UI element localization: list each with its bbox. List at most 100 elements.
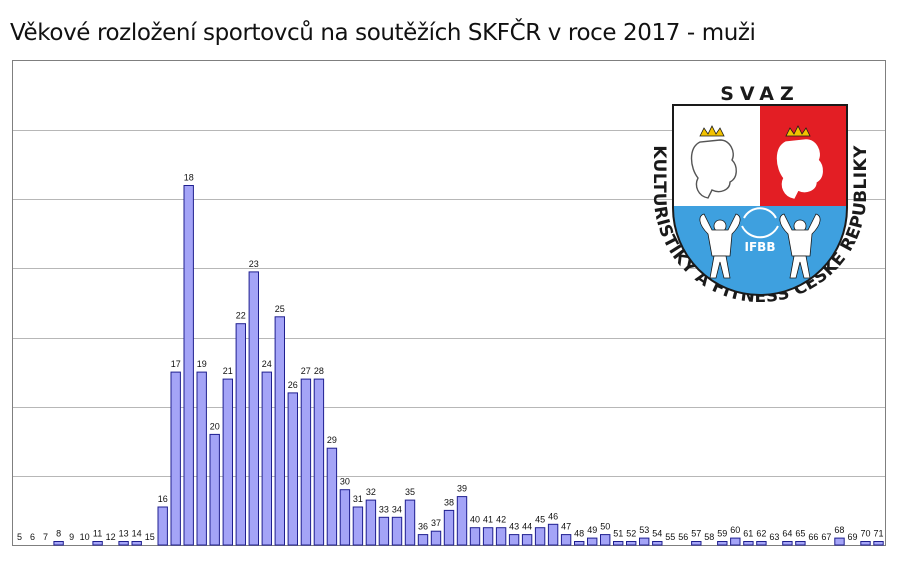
bar-28 [313,378,325,546]
bar-49 [587,537,598,546]
data-label-57: 57 [691,529,701,539]
data-label-59: 59 [717,529,727,539]
data-label-45: 45 [535,515,545,525]
bar-30 [339,489,351,546]
bar-16 [157,506,168,546]
data-label-35: 35 [405,487,415,497]
data-label-34: 34 [392,504,402,514]
data-label-18: 18 [184,173,194,183]
logo-top-text: SVAZ [720,83,800,105]
data-label-53: 53 [639,525,649,535]
data-label-10: 10 [80,532,90,542]
bar-25 [274,316,286,546]
bar-23 [248,271,260,546]
data-label-13: 13 [119,529,129,539]
data-label-14: 14 [132,529,142,539]
data-label-60: 60 [730,525,740,535]
skfcr-logo: SVAZ KULTURISTIKY A FITNESS ČESKÉ REPUBL… [649,83,871,307]
lion-crest-icon [690,125,823,199]
bar-33 [378,516,390,546]
data-label-21: 21 [223,366,233,376]
data-label-5: 5 [17,532,22,542]
bar-21 [222,378,234,546]
bar-13 [118,541,129,546]
data-label-52: 52 [626,529,636,539]
data-label-24: 24 [262,359,272,369]
bar-44 [521,534,533,546]
bar-62 [756,541,767,546]
data-label-66: 66 [808,532,818,542]
bar-29 [326,447,338,546]
data-label-6: 6 [30,532,35,542]
data-label-22: 22 [236,311,246,321]
bar-61 [743,541,754,546]
data-label-16: 16 [158,494,168,504]
data-label-71: 71 [873,529,883,539]
bar-71 [873,541,884,546]
data-label-62: 62 [756,529,766,539]
data-label-46: 46 [548,511,558,521]
bar-20 [209,433,220,546]
bar-17 [170,371,181,546]
bar-65 [795,541,806,546]
data-label-70: 70 [860,529,870,539]
logo-badge-text: IFBB [745,240,776,254]
data-label-56: 56 [678,532,688,542]
data-label-69: 69 [847,532,857,542]
bar-38 [443,509,455,546]
laurel-wreath-icon [741,207,779,239]
data-label-67: 67 [821,532,831,542]
bar-42 [495,527,507,546]
bar-35 [404,499,416,546]
data-label-54: 54 [652,529,662,539]
data-label-43: 43 [509,522,519,532]
data-labels: 5 6 7 8 9 10 11 12 13 14 1516171819202122232425262… [17,173,884,543]
data-label-30: 30 [340,477,350,487]
data-label-38: 38 [444,497,454,507]
bar-48 [574,541,585,546]
bar-24 [261,371,273,546]
data-label-37: 37 [431,518,441,528]
bodybuilders-icon [699,213,821,279]
bar-64 [782,541,793,546]
bars [53,185,884,546]
data-label-28: 28 [314,366,324,376]
data-label-61: 61 [743,529,753,539]
data-label-63: 63 [769,532,779,542]
bar-27 [300,378,312,546]
data-label-29: 29 [327,435,337,445]
data-label-64: 64 [782,529,792,539]
data-label-17: 17 [171,359,181,369]
data-label-7: 7 [43,532,48,542]
data-label-51: 51 [613,529,623,539]
data-label-44: 44 [522,522,532,532]
bar-36 [417,534,429,546]
data-label-12: 12 [106,532,116,542]
data-label-41: 41 [483,515,493,525]
bar-14 [131,541,142,546]
data-label-33: 33 [379,504,389,514]
bar-26 [287,392,299,546]
bar-50 [600,534,611,546]
bar-60 [730,537,741,546]
data-label-19: 19 [197,359,207,369]
data-label-23: 23 [249,259,259,269]
bar-57 [691,541,702,546]
data-label-26: 26 [288,380,298,390]
bar-68 [834,537,845,546]
data-label-65: 65 [795,529,805,539]
bar-40 [469,527,481,546]
data-label-58: 58 [704,532,714,542]
chart-title: Věkové rozložení sportovců na soutěžích … [10,20,756,46]
bar-8 [53,541,64,546]
bar-43 [508,534,520,546]
data-label-55: 55 [665,532,675,542]
data-label-32: 32 [366,487,376,497]
bar-59 [717,541,728,546]
bar-70 [860,541,871,546]
data-label-25: 25 [275,304,285,314]
bar-47 [560,534,572,546]
data-label-11: 11 [93,529,102,539]
bar-39 [456,496,468,546]
bar-22 [235,323,247,546]
